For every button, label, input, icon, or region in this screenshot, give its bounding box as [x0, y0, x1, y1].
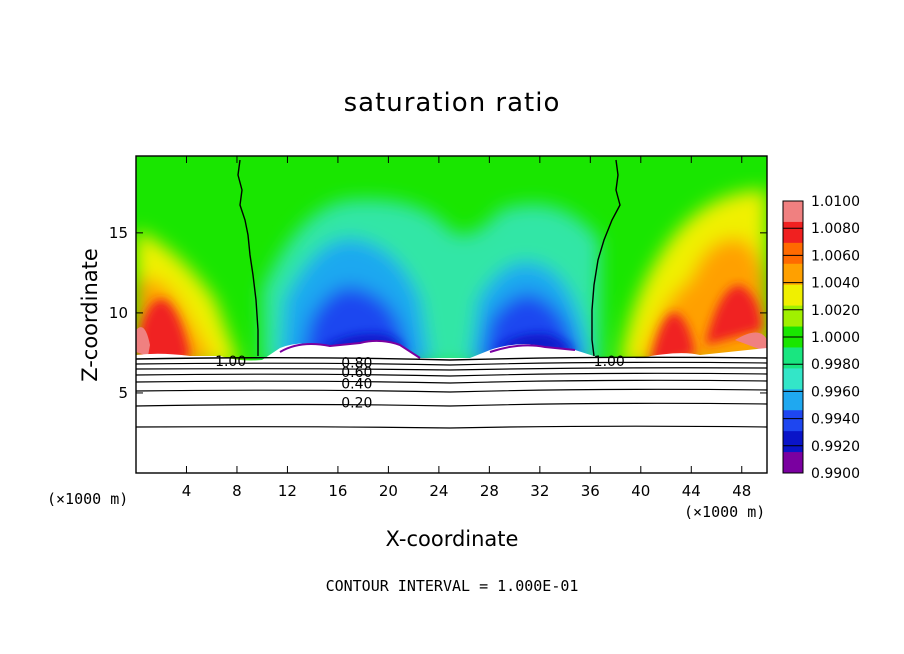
x-tick-label: 24 — [429, 482, 448, 500]
x-tick-label: 4 — [182, 482, 192, 500]
x-tick-label: 12 — [278, 482, 297, 500]
y-tick-label: 15 — [109, 224, 128, 242]
y-axis-unit: (×1000 m) — [47, 490, 129, 508]
contour-label: 0.60 — [341, 365, 372, 381]
colorbar-band — [783, 284, 803, 307]
colorbar-label: 1.0020 — [811, 303, 860, 319]
contour-labels: 1.00 1.00 0.800.600.40 0.20 — [215, 354, 625, 412]
colorbar-band — [783, 242, 803, 265]
colorbar-band — [783, 305, 803, 328]
colorbar-band — [783, 431, 803, 453]
x-tick-label: 8 — [232, 482, 242, 500]
x-axis-label: X-coordinate — [385, 527, 519, 551]
colorbar-label: 1.0000 — [811, 330, 860, 346]
x-tick-label: 28 — [480, 482, 499, 500]
colorbar-label: 0.9900 — [811, 466, 860, 482]
colorbar-label: 1.0040 — [811, 276, 860, 292]
colorbar-band — [783, 410, 803, 432]
y-tick-label: 5 — [118, 384, 128, 402]
x-tick-label: 20 — [379, 482, 398, 500]
colorbar-band — [783, 263, 803, 286]
colorbar-label: 1.0080 — [811, 221, 860, 237]
x-tick-label: 36 — [581, 482, 600, 500]
y-axis-ticks: 5 10 15 — [109, 224, 767, 402]
contour-label: 1.00 — [215, 354, 246, 370]
contour-label: 1.00 — [594, 354, 625, 370]
y-axis-label: Z-coordinate — [78, 248, 102, 382]
colorbar-band — [783, 221, 803, 244]
x-tick-label: 16 — [328, 482, 347, 500]
x-axis-unit: (×1000 m) — [684, 503, 766, 521]
contour-label: 0.20 — [341, 396, 372, 412]
contour-label: 0.80 — [341, 356, 372, 372]
x-tick-label: 32 — [530, 482, 549, 500]
contour-label: 0.40 — [341, 376, 372, 392]
chart-title: saturation ratio — [343, 88, 561, 118]
contour-interval-note: CONTOUR INTERVAL = 1.000E-01 — [325, 577, 579, 595]
x-tick-label: 48 — [732, 482, 751, 500]
colorbar-band — [783, 347, 803, 369]
colorbar-label: 0.9940 — [811, 412, 860, 428]
x-tick-label: 40 — [631, 482, 650, 500]
colorbar-label: 0.9980 — [811, 357, 860, 373]
colorbar-band — [783, 201, 803, 223]
colorbar-band — [783, 389, 803, 411]
colorbar: 1.0100 1.0080 1.0060 1.0040 1.0020 1.0000 0.99… — [782, 194, 860, 482]
colorbar-label: 0.9960 — [811, 384, 860, 400]
colorbar-label: 0.9920 — [811, 439, 860, 455]
y-tick-label: 10 — [109, 304, 128, 322]
colorbar-label: 1.0100 — [811, 194, 860, 210]
x-tick-label: 44 — [682, 482, 701, 500]
x-axis-ticks: 4 8 12 16 20 24 28 32 36 40 44 48 — [182, 156, 751, 500]
colorbar-band — [783, 452, 803, 474]
heatmap-field — [136, 156, 767, 473]
plot-frame — [135, 155, 768, 474]
colorbar-band — [783, 368, 803, 390]
colorbar-label: 1.0060 — [811, 248, 860, 264]
